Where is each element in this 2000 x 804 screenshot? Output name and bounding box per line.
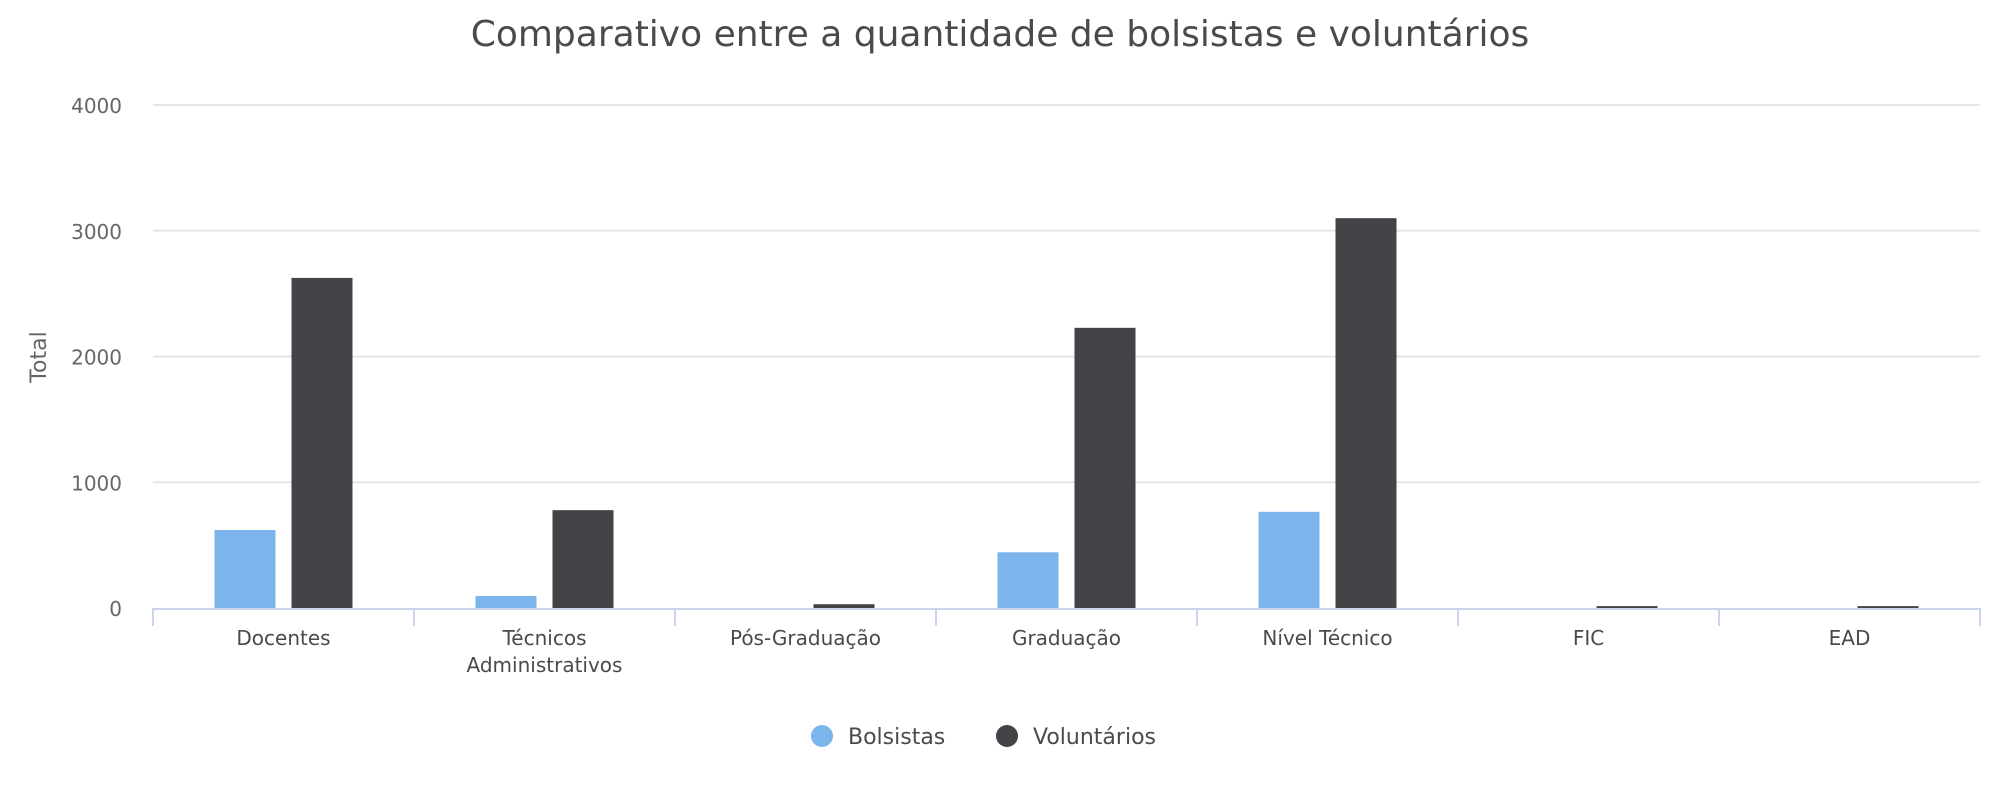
x-category-label: FIC (1573, 626, 1604, 650)
x-category-label: Administrativos (467, 653, 623, 677)
bar-voluntrios (552, 510, 614, 608)
bar-voluntrios (291, 277, 353, 608)
x-category-label: Nível Técnico (1262, 626, 1392, 650)
grid-lines (153, 104, 1980, 484)
y-tick-label: 0 (109, 597, 122, 621)
legend: Bolsistas Voluntários (811, 725, 1156, 750)
bar-voluntrios (1335, 218, 1397, 609)
bar-bolsistas (1258, 511, 1320, 608)
y-tick-label: 2000 (71, 346, 122, 370)
chart-title: Comparativo entre a quantidade de bolsis… (471, 14, 1530, 55)
x-axis: Docentes Técnicos Administrativos Pós-Gradu… (152, 608, 1981, 677)
x-category-label: Docentes (236, 626, 330, 650)
x-category-label: EAD (1829, 626, 1871, 650)
bar-voluntrios (1857, 606, 1919, 608)
legend-label: Voluntários (1033, 725, 1156, 750)
bars (214, 218, 1919, 609)
legend-label: Bolsistas (848, 725, 945, 750)
legend-item-bolsistas[interactable]: Bolsistas (811, 725, 945, 750)
x-category-label: Graduação (1012, 626, 1121, 650)
legend-marker-icon (811, 725, 833, 747)
x-category-label: Técnicos (501, 626, 586, 650)
y-axis-label: Total (27, 331, 52, 383)
y-tick-label: 1000 (71, 471, 122, 495)
y-tick-label: 3000 (71, 220, 122, 244)
legend-item-voluntrios[interactable]: Voluntários (996, 725, 1156, 750)
y-axis-ticks: 0 1000 2000 3000 4000 (71, 94, 122, 621)
bar-voluntrios (813, 604, 875, 608)
bar-bolsistas (475, 596, 537, 608)
bar-bolsistas (997, 552, 1059, 608)
legend-marker-icon (996, 725, 1018, 747)
x-category-label: Pós-Graduação (730, 626, 881, 650)
bar-voluntrios (1596, 606, 1658, 608)
bar-voluntrios (1074, 327, 1136, 608)
bar-bolsistas (214, 530, 276, 608)
y-tick-label: 4000 (71, 94, 122, 118)
